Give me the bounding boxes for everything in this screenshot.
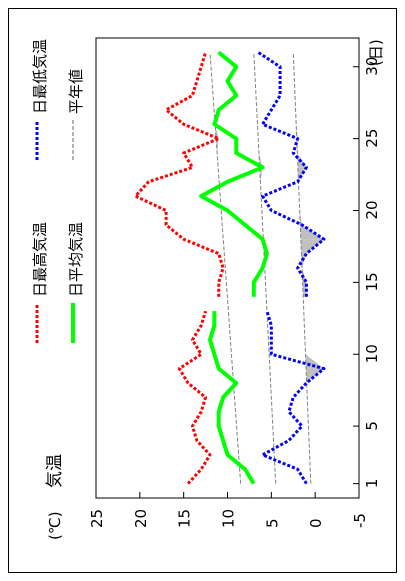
shade-min xyxy=(299,210,303,225)
plot-area xyxy=(95,37,360,499)
day-unit-label: (日) xyxy=(367,39,385,66)
shade-min xyxy=(300,224,324,240)
deviation-shading xyxy=(215,124,324,383)
series-line-avg xyxy=(199,50,269,297)
shade-min xyxy=(297,167,307,182)
shade-min xyxy=(300,239,324,254)
series-line-max xyxy=(177,310,212,485)
temperature-tick-label: 20 xyxy=(132,509,150,528)
temperature-tick-label: 0 xyxy=(307,518,325,528)
shade-min xyxy=(302,268,307,283)
temperature-tick-label: -5 xyxy=(351,513,369,528)
legend-min-label: 日最低気温 xyxy=(31,39,49,114)
day-tick-label: 20 xyxy=(363,200,381,219)
legend-max-label: 日最高気温 xyxy=(31,222,49,297)
day-tick-label: 25 xyxy=(363,129,381,148)
legend-normal-label: 平年値 xyxy=(67,69,85,114)
day-tick-label: 1 xyxy=(363,479,381,489)
temperature-tick-label: 10 xyxy=(220,509,238,528)
chart-frame xyxy=(8,8,397,573)
temperature-tick-label: 15 xyxy=(176,509,194,528)
legend: 日最高気温 日平均気温 日最低気温 平年値 xyxy=(31,39,85,343)
series-lines xyxy=(133,50,326,485)
temperature-axis: 25 20 15 10 5 0 -5 xyxy=(88,492,369,528)
shade-min xyxy=(297,153,307,168)
series-line-max xyxy=(133,51,225,297)
temperature-tick-label: 5 xyxy=(263,518,281,528)
series-line-avg xyxy=(207,311,256,485)
legend-avg-label: 日平均気温 xyxy=(67,222,85,297)
unit-label: (℃) xyxy=(46,511,64,540)
day-tick-label: 30 xyxy=(363,57,381,76)
chart-title: 気温 xyxy=(45,454,65,488)
shade-avg xyxy=(259,167,263,182)
day-tick-label: 15 xyxy=(363,272,381,291)
shade-min xyxy=(301,253,307,268)
temperature-tick-label: 25 xyxy=(88,509,106,528)
day-tick-label: 10 xyxy=(363,344,381,363)
day-tick-label: 5 xyxy=(363,421,381,431)
series-line-min xyxy=(257,51,326,297)
